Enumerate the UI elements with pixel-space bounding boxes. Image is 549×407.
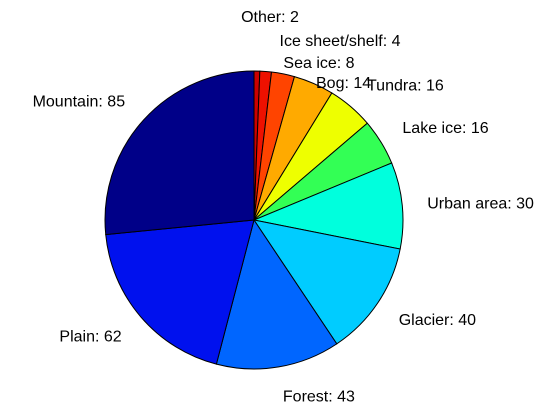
pie-slice-mountain	[104, 70, 255, 236]
pie-label-tundra: Tundra: 16	[367, 78, 444, 95]
pie-label-mountain: Mountain: 85	[33, 94, 126, 111]
pie-labels: Other: 2 Ice sheet/shelf: 4 Sea ice: 8 Bog:…	[33, 9, 534, 406]
pie-slice-urban-area	[252, 162, 404, 250]
pie-slices	[104, 70, 404, 370]
pie-slice-glacier	[252, 219, 401, 345]
pie-label-urban-area: Urban area: 30	[427, 196, 534, 213]
pie-slice-plain	[105, 219, 255, 365]
pie-label-forest: Forest: 43	[283, 389, 355, 406]
pie-label-ice-sheet-shelf: Ice sheet/shelf: 4	[280, 33, 401, 50]
pie-label-plain: Plain: 62	[59, 329, 121, 346]
pie-slice-forest	[215, 218, 338, 370]
pie-label-glacier: Glacier: 40	[399, 312, 476, 329]
pie-label-sea-ice: Sea ice: 8	[283, 55, 354, 72]
pie-label-bog: Bog: 14	[316, 75, 371, 92]
pie-label-lake-ice: Lake ice: 16	[402, 120, 488, 137]
pie-label-other: Other: 2	[241, 9, 299, 26]
